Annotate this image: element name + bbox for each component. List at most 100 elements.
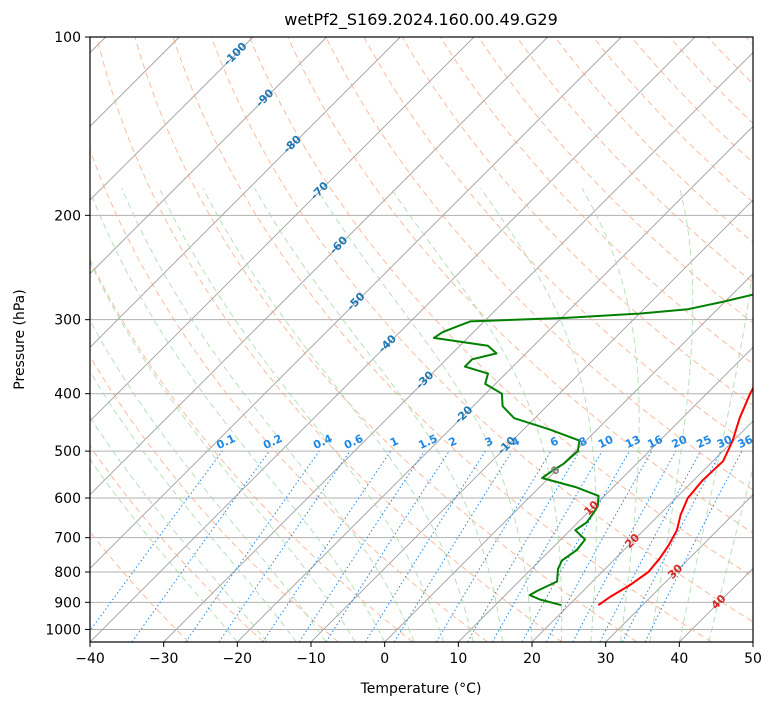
- mixing-ratio-line: [545, 450, 653, 642]
- dry-adiabat: [90, 355, 339, 642]
- moist-adiabat: [254, 187, 503, 642]
- mixing-ratio-line: [644, 450, 743, 642]
- isotherm-line: [384, 273, 753, 642]
- mixing-ratio-line: [599, 450, 701, 642]
- isotherm-label: -80: [281, 133, 304, 156]
- dry-adiabat: [90, 148, 488, 642]
- isotherm-line: [90, 37, 475, 422]
- x-tick-label: 0: [380, 651, 389, 667]
- mixing-ratio-line: [467, 450, 580, 642]
- temperature-profile: [597, 385, 753, 607]
- x-tick-label: 50: [744, 651, 762, 667]
- isotherm-line: [90, 37, 696, 642]
- y-tick-label: 900: [54, 595, 81, 611]
- moist-adiabat: [678, 265, 753, 642]
- mixing-ratio-line: [572, 450, 677, 642]
- dry-adiabat: [172, 37, 712, 642]
- moist-adiabat: [90, 319, 327, 642]
- isotherm-line: [310, 199, 753, 642]
- mixing-ratio-label: 1: [388, 434, 400, 449]
- x-tick-label: 10: [449, 651, 467, 667]
- dry-adiabat: [439, 37, 753, 365]
- y-tick-label: 200: [54, 208, 81, 224]
- mixing-ratio-label: 0.2: [261, 432, 284, 452]
- dry-adiabat: [96, 37, 563, 642]
- y-tick-label: 600: [54, 491, 81, 507]
- x-tick-label: −20: [223, 651, 253, 667]
- isotherm-line: [679, 567, 753, 642]
- moist-adiabat: [90, 416, 268, 642]
- moist-adiabat: [649, 188, 694, 642]
- axes: −40 −30 −20 −10 0 10 20 30 40 50 100 200 300 400 500 60…: [45, 30, 762, 667]
- moist-adiabat: [390, 187, 563, 642]
- dry-adiabat: [592, 37, 753, 203]
- mixing-ratio-line: [185, 450, 320, 642]
- mixing-ratio-label: 0.1: [214, 432, 237, 452]
- dewpoint-profile: [432, 293, 753, 607]
- isotherm-label: 20: [622, 531, 642, 551]
- isotherm-line: [237, 125, 753, 642]
- mixing-ratio-line: [218, 450, 351, 642]
- y-axis-label: Pressure (hPa): [12, 289, 28, 389]
- y-tick-label: 700: [54, 531, 81, 547]
- mixing-ratio-line: [521, 450, 630, 642]
- isotherm-line: [605, 494, 753, 642]
- dry-adiabat: [90, 531, 190, 642]
- isotherm-label: -50: [344, 290, 367, 313]
- plot-frame: [89, 36, 754, 643]
- background-lines: [90, 37, 753, 642]
- dry-adiabat: [325, 37, 753, 491]
- isotherm-line: [90, 37, 254, 201]
- moist-adiabat: [581, 187, 640, 642]
- isotherm-line: [90, 37, 327, 275]
- dry-adiabat: [516, 37, 753, 284]
- y-tick-label: 300: [54, 313, 81, 329]
- isotherm-line: [90, 37, 548, 496]
- isotherm-line: [531, 420, 753, 642]
- x-tick-label: 30: [597, 651, 615, 667]
- mixing-ratio-label: 25: [694, 433, 713, 451]
- mixing-ratio-label: 3: [483, 434, 495, 449]
- mixing-ratio-label: 30: [715, 433, 735, 451]
- mixing-ratio-line: [131, 450, 270, 642]
- dry-adiabat: [745, 37, 753, 46]
- isotherm-line: [90, 37, 622, 569]
- moist-adiabat: [90, 260, 356, 642]
- dry-adiabat: [134, 37, 638, 642]
- y-tick-label: 100: [54, 30, 81, 46]
- mixing-ratio-label: 20: [670, 433, 690, 451]
- dry-adiabat: [90, 445, 264, 642]
- moist-adiabat: [480, 187, 597, 642]
- dry-adiabat: [90, 258, 414, 642]
- isotherm-label: 30: [665, 561, 685, 581]
- chart-title: wetPf2_S169.2024.160.00.49.G29: [284, 10, 558, 30]
- y-tick-label: 1000: [45, 622, 81, 638]
- isotherm-label: -90: [253, 86, 276, 109]
- isotherm-line: [752, 641, 753, 642]
- isotherm-line: [163, 52, 753, 642]
- isotherm-label: -40: [376, 332, 399, 355]
- mixing-ratio-label: 13: [623, 433, 642, 451]
- mixing-ratio-label: 0.4: [311, 432, 334, 452]
- dry-adiabat: [669, 37, 753, 124]
- isotherm-line: [458, 346, 753, 642]
- mixing-ratio-line: [90, 450, 223, 632]
- x-tick-label: −40: [75, 651, 105, 667]
- isotherm-label: -100: [221, 39, 250, 68]
- mixing-ratio-label: 2: [447, 434, 459, 449]
- y-tick-label: 800: [54, 565, 81, 581]
- y-tick-label: 500: [54, 444, 81, 460]
- isotherm-label: -30: [413, 368, 436, 391]
- mixing-ratio-line: [393, 450, 513, 642]
- mixing-ratio-line: [298, 450, 425, 642]
- x-tick-label: 20: [523, 651, 541, 667]
- dry-adiabat: [478, 37, 753, 324]
- dry-adiabat: [210, 37, 753, 623]
- moist-adiabat: [90, 458, 238, 642]
- moist-adiabat: [315, 187, 533, 642]
- dry-adiabat: [287, 37, 753, 534]
- moist-adiabat: [708, 466, 753, 642]
- moist-adiabat: [121, 188, 415, 642]
- mixing-ratio-label: 10: [596, 433, 616, 451]
